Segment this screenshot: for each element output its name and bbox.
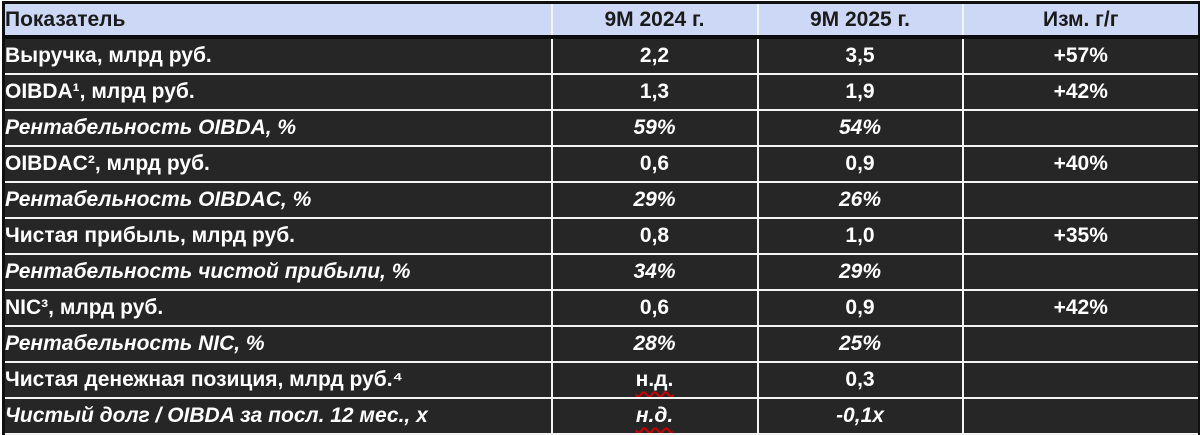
value-change — [961, 253, 1200, 291]
metric-label: Чистый долг / OIBDA за посл. 12 мес., х — [2, 397, 553, 435]
value-9m2024: 28% — [550, 325, 759, 363]
table-row-oibdac-margin: Рентабельность OIBDAC, % 29% 26% — [2, 181, 1200, 219]
value-9m2025: -0,1х — [756, 397, 964, 435]
spellcheck-underlined-value: н.д. — [635, 404, 674, 427]
value-9m2025: 26% — [756, 181, 964, 219]
column-header-9m2025: 9М 2025 г. — [756, 1, 964, 39]
metric-label: Чистая денежная позиция, млрд руб.⁴ — [2, 361, 553, 399]
value-9m2025: 1,0 — [756, 217, 964, 255]
value-9m2024: 0,6 — [550, 289, 759, 327]
value-9m2024: 1,3 — [550, 73, 759, 111]
value-9m2025: 3,5 — [756, 36, 964, 75]
metric-label: Чистая прибыль, млрд руб. — [2, 217, 553, 255]
value-change: +35% — [961, 217, 1200, 255]
column-header-change: Изм. г/г — [961, 1, 1200, 39]
table-row-revenue: Выручка, млрд руб. 2,2 3,5 +57% — [2, 36, 1200, 75]
metric-label: Рентабельность OIBDAC, % — [2, 181, 553, 219]
value-change: +40% — [961, 145, 1200, 183]
value-9m2024: 29% — [550, 181, 759, 219]
value-9m2025: 25% — [756, 325, 964, 363]
metric-label: OIBDAC², млрд руб. — [2, 145, 553, 183]
value-9m2024: 0,6 — [550, 145, 759, 183]
value-change — [961, 181, 1200, 219]
value-9m2024: 34% — [550, 253, 759, 291]
value-9m2025: 0,3 — [756, 361, 964, 399]
value-9m2025: 0,9 — [756, 289, 964, 327]
value-change — [961, 361, 1200, 399]
table-row-net-profit: Чистая прибыль, млрд руб. 0,8 1,0 +35% — [2, 217, 1200, 255]
metric-label: Рентабельность чистой прибыли, % — [2, 253, 553, 291]
table-row-net-cash-position: Чистая денежная позиция, млрд руб.⁴ н.д.… — [2, 361, 1200, 399]
header-row: Показатель 9М 2024 г. 9М 2025 г. Изм. г/… — [2, 1, 1200, 39]
table-row-net-profit-margin: Рентабельность чистой прибыли, % 34% 29% — [2, 253, 1200, 291]
value-9m2024: н.д. — [550, 397, 759, 435]
table-row-nic: NIC³, млрд руб. 0,6 0,9 +42% — [2, 289, 1200, 327]
column-header-9m2024: 9М 2024 г. — [550, 1, 759, 39]
column-header-metric: Показатель — [2, 1, 553, 39]
value-9m2025: 54% — [756, 109, 964, 147]
metric-label: OIBDA¹, млрд руб. — [2, 73, 553, 111]
value-change: +57% — [961, 36, 1200, 75]
table-row-nic-margin: Рентабельность NIC, % 28% 25% — [2, 325, 1200, 363]
value-9m2024: 2,2 — [550, 36, 759, 75]
value-change: +42% — [961, 289, 1200, 327]
value-9m2024: 0,8 — [550, 217, 759, 255]
table-row-oibda: OIBDA¹, млрд руб. 1,3 1,9 +42% — [2, 73, 1200, 111]
value-9m2024: н.д. — [550, 361, 759, 399]
metric-label: Рентабельность OIBDA, % — [2, 109, 553, 147]
metric-label: Рентабельность NIC, % — [2, 325, 553, 363]
value-change: +42% — [961, 73, 1200, 111]
table-row-oibdac: OIBDAC², млрд руб. 0,6 0,9 +40% — [2, 145, 1200, 183]
value-9m2025: 1,9 — [756, 73, 964, 111]
value-change — [961, 109, 1200, 147]
spellcheck-underlined-value: н.д. — [635, 368, 674, 391]
metric-label: NIC³, млрд руб. — [2, 289, 553, 327]
value-9m2024: 59% — [550, 109, 759, 147]
value-9m2025: 29% — [756, 253, 964, 291]
metric-label: Выручка, млрд руб. — [2, 36, 553, 75]
value-9m2025: 0,9 — [756, 145, 964, 183]
table-row-oibda-margin: Рентабельность OIBDA, % 59% 54% — [2, 109, 1200, 147]
table-row-net-debt-oibda: Чистый долг / OIBDA за посл. 12 мес., х … — [2, 397, 1200, 435]
value-change — [961, 397, 1200, 435]
value-change — [961, 325, 1200, 363]
